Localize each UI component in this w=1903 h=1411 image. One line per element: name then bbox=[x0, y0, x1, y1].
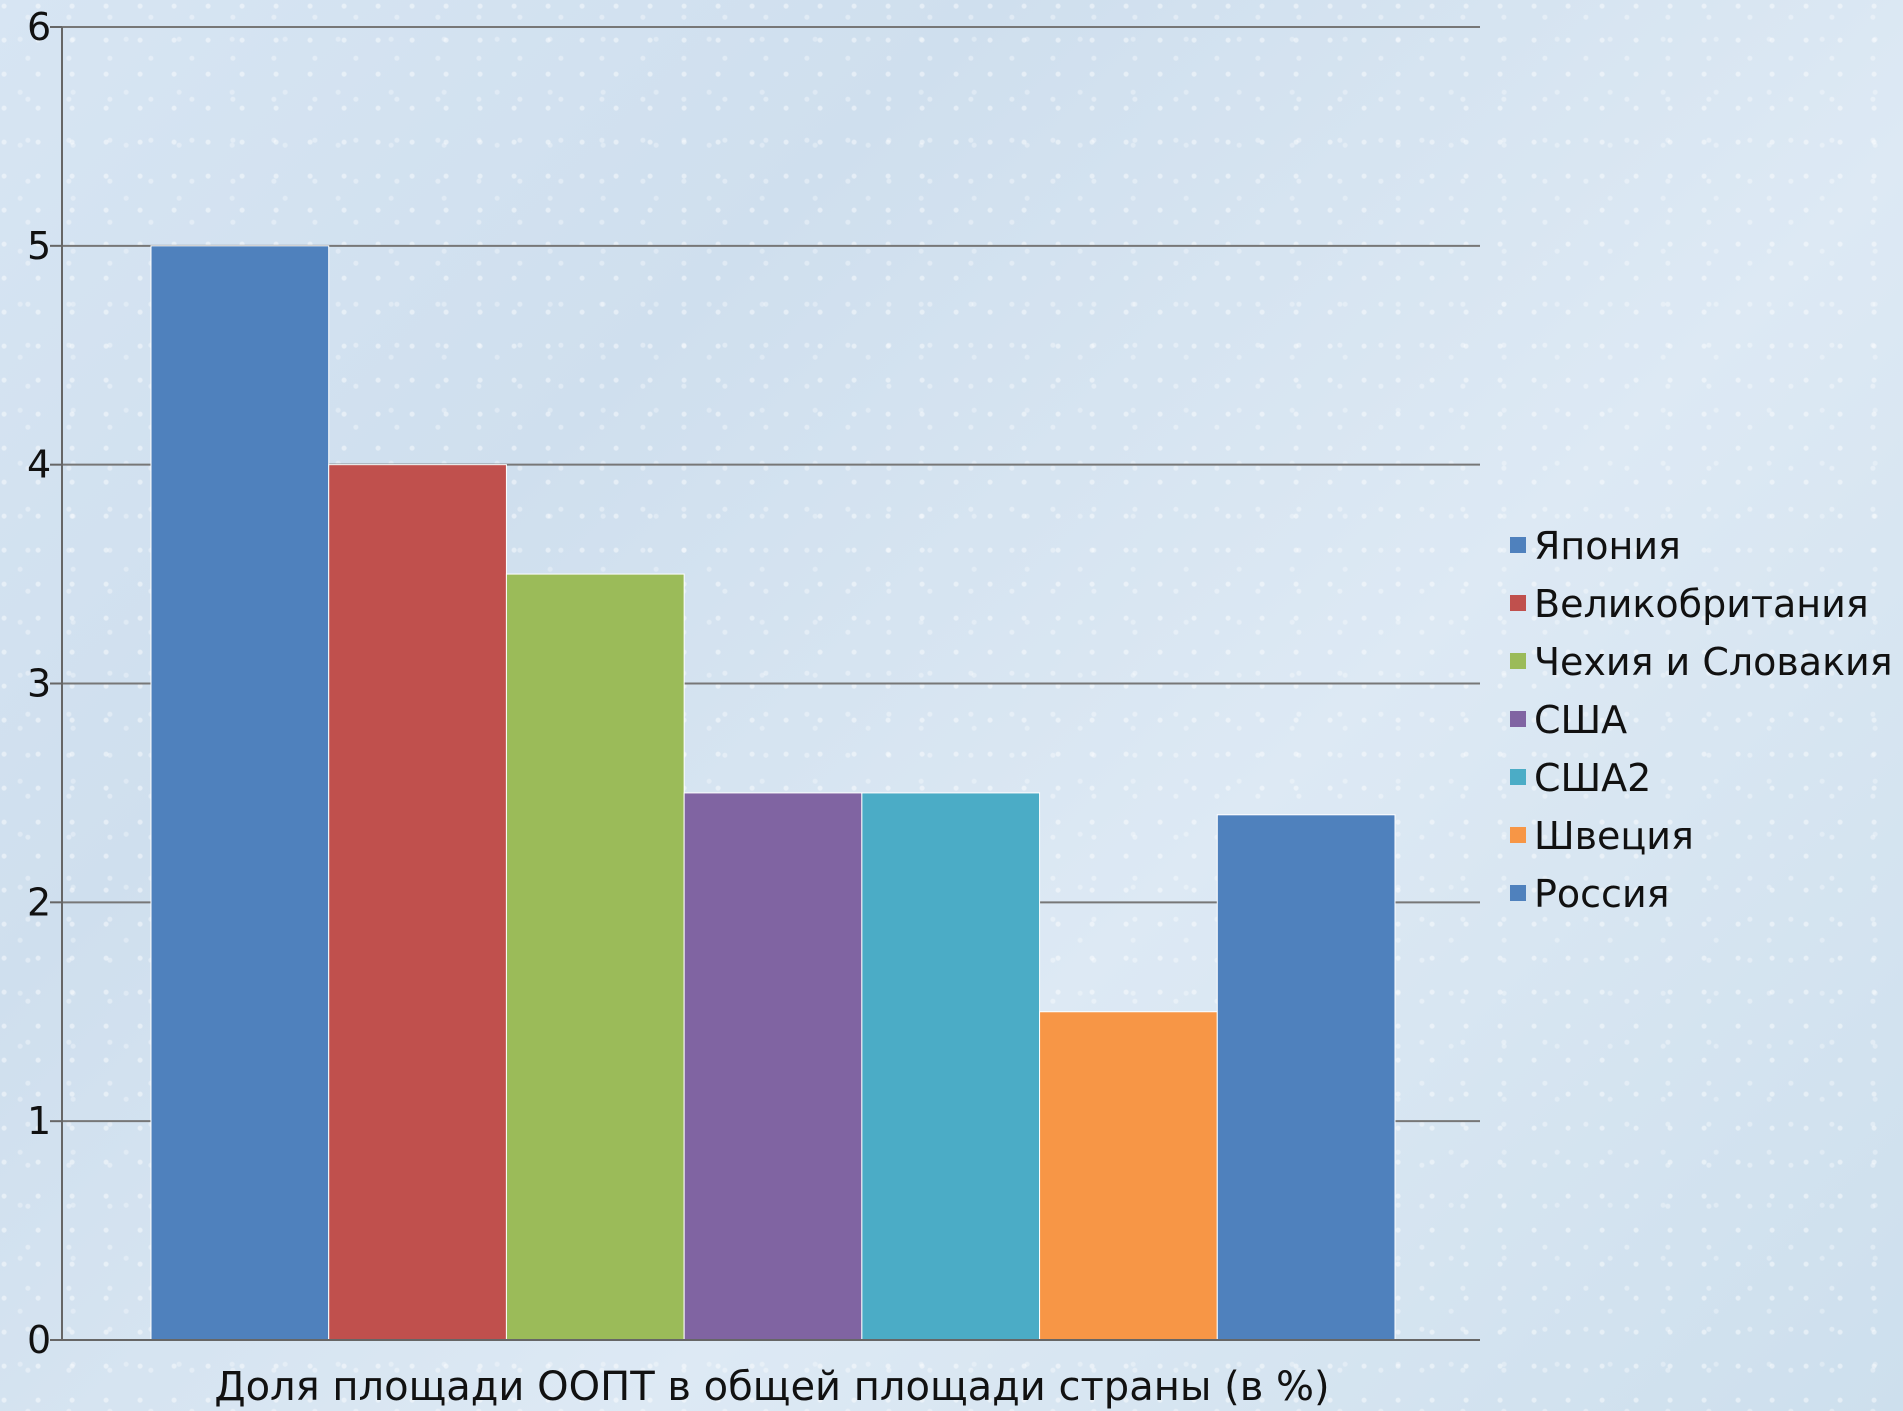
y-tick-label: 6 bbox=[27, 5, 51, 49]
legend-swatch bbox=[1510, 595, 1526, 611]
bars bbox=[150, 245, 1396, 1341]
legend: Япония Великобритания Чехия и Словакия США С… bbox=[1510, 524, 1893, 916]
legend-label: США2 bbox=[1534, 756, 1651, 800]
legend-swatch bbox=[1510, 653, 1526, 669]
legend-swatch bbox=[1510, 885, 1526, 901]
category-label: Доля площади ООПТ в общей площади страны… bbox=[214, 1364, 1329, 1410]
legend-label: Россия bbox=[1534, 872, 1670, 916]
bar bbox=[1216, 814, 1396, 1341]
y-tick-label: 5 bbox=[27, 224, 51, 268]
bar bbox=[1039, 1011, 1218, 1341]
bar bbox=[328, 464, 507, 1341]
legend-swatch bbox=[1510, 537, 1526, 553]
legend-swatch bbox=[1510, 827, 1526, 843]
legend-swatch bbox=[1510, 711, 1526, 727]
y-axis-ticks: 0 1 2 3 4 5 6 bbox=[27, 5, 62, 1362]
legend-label: Великобритания bbox=[1534, 582, 1869, 626]
y-tick-label: 2 bbox=[27, 880, 51, 924]
bar bbox=[683, 792, 863, 1341]
y-tick-label: 4 bbox=[27, 443, 51, 487]
bar bbox=[861, 792, 1041, 1341]
legend-label: Чехия и Словакия bbox=[1534, 640, 1893, 684]
y-tick-label: 0 bbox=[27, 1318, 51, 1362]
legend-swatch bbox=[1510, 769, 1526, 785]
legend-label: Швеция bbox=[1534, 814, 1694, 858]
bar bbox=[150, 245, 330, 1341]
y-tick-label: 1 bbox=[27, 1099, 51, 1143]
bar bbox=[505, 573, 685, 1341]
y-tick-label: 3 bbox=[27, 662, 51, 706]
legend-label: США bbox=[1534, 698, 1627, 742]
legend-label: Япония bbox=[1534, 524, 1681, 568]
